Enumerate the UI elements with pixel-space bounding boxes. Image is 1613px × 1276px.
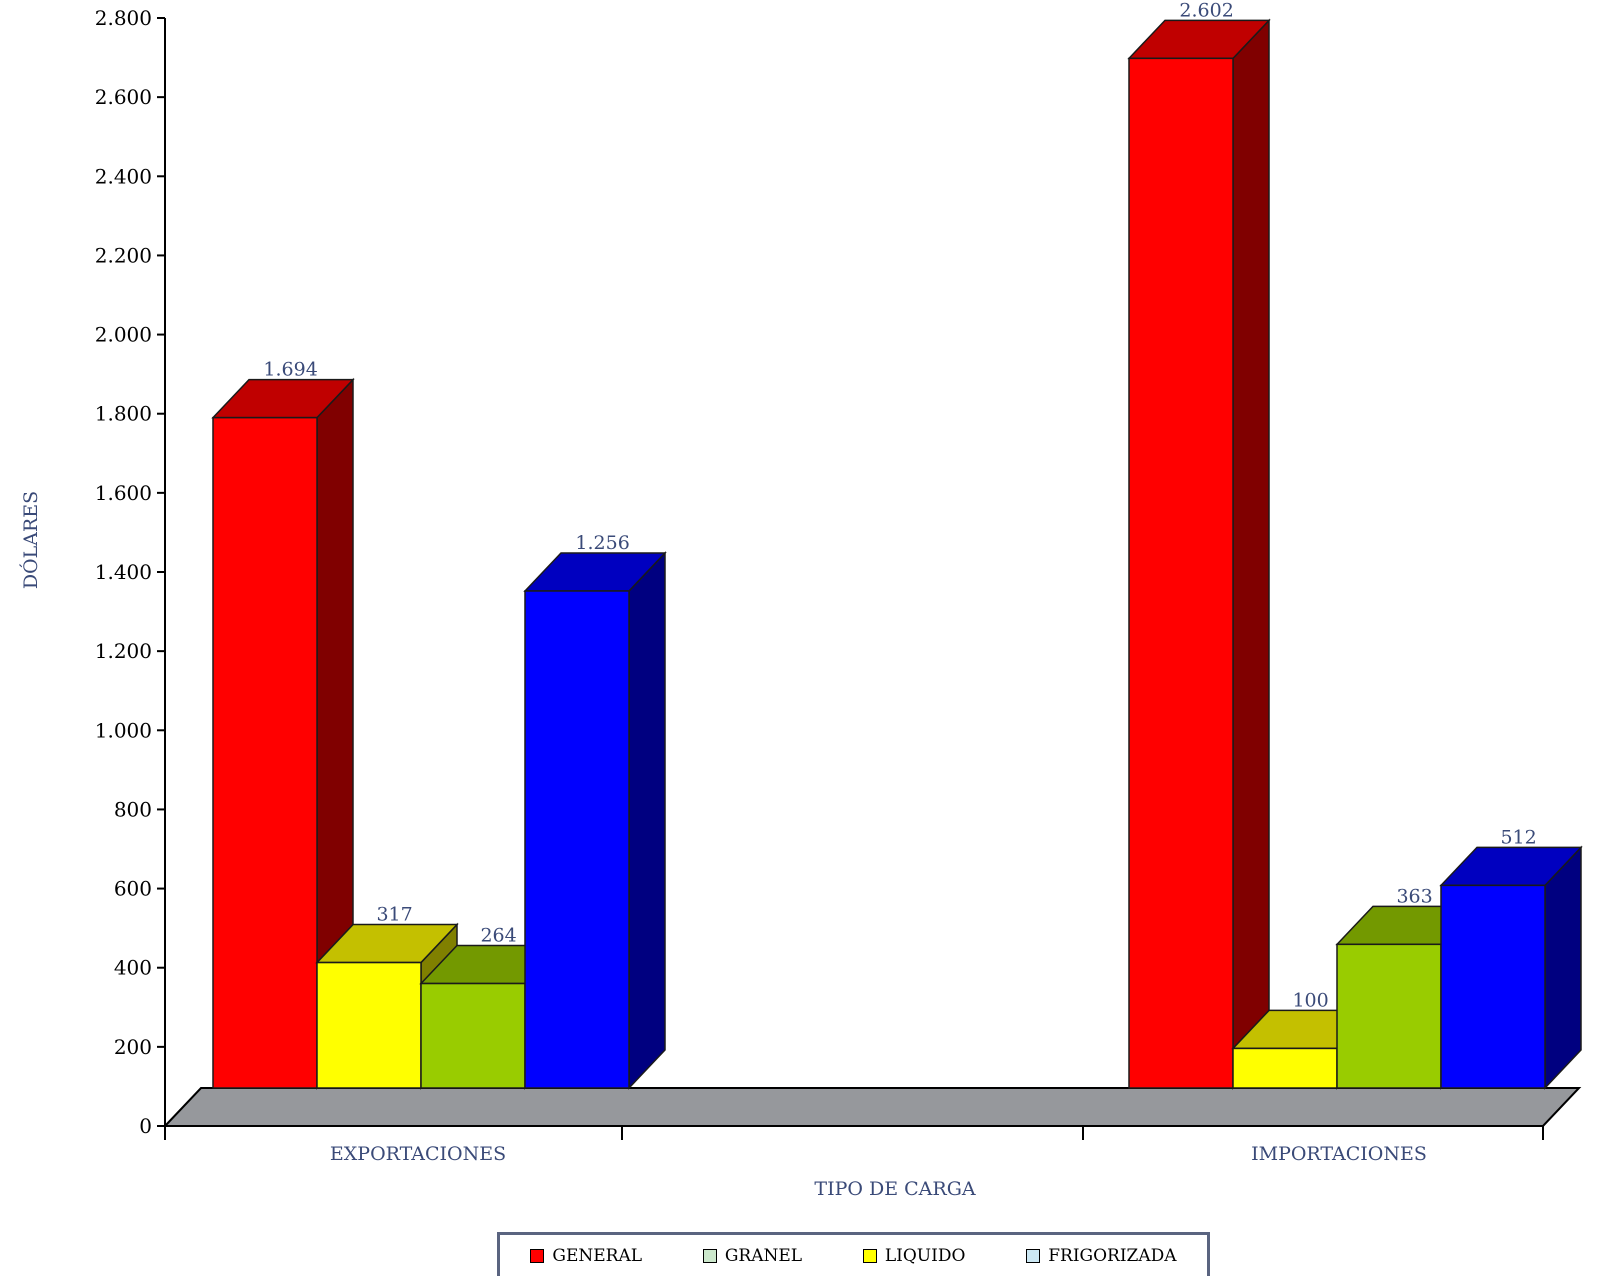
bar-front (316, 961, 422, 1089)
bar-front (1128, 57, 1234, 1089)
y-tick-label: 1.200 (95, 639, 152, 663)
legend-swatch (1026, 1248, 1041, 1263)
bar (1127, 18, 1271, 1090)
y-axis-title: DÓLARES (19, 491, 42, 589)
data-label: 1.256 (575, 532, 629, 554)
bar-front (1336, 943, 1442, 1089)
bar-front (212, 416, 318, 1089)
y-tick-label: 1.600 (95, 481, 152, 505)
legend-label: LIQUIDO (884, 1245, 966, 1266)
bar-side (1232, 18, 1270, 1090)
y-tick-label: 2.800 (95, 6, 152, 30)
y-tick-label: 2.600 (95, 85, 152, 109)
data-label: 363 (1396, 885, 1432, 907)
legend-label: GENERAL (552, 1245, 643, 1266)
bar-front (1440, 884, 1546, 1089)
data-label: 512 (1500, 826, 1536, 848)
bar-front (524, 590, 630, 1089)
bar-front (420, 982, 526, 1089)
chart-floor (162, 1087, 1582, 1127)
legend-item: GRANEL (702, 1245, 803, 1266)
bar-side (628, 551, 666, 1090)
y-tick-label: 600 (114, 877, 152, 901)
data-label: 317 (376, 904, 412, 926)
y-tick-label: 2.400 (95, 164, 152, 188)
bar (1439, 845, 1583, 1090)
y-tick-label: 2.200 (95, 243, 152, 267)
legend-label: FRIGORIZADA (1048, 1245, 1177, 1266)
legend-label: GRANEL (724, 1245, 803, 1266)
y-tick-label: 400 (114, 956, 152, 980)
legend-item: LIQUIDO (862, 1245, 966, 1266)
legend-swatch (862, 1248, 877, 1263)
legend: GENERAL GRANEL LIQUIDO FRIGORIZADA (497, 1232, 1210, 1276)
legend-swatch (702, 1248, 717, 1263)
bar-front (1232, 1047, 1338, 1089)
bar-side (1544, 845, 1582, 1090)
y-tick-label: 1.400 (95, 560, 152, 584)
y-tick-label: 200 (114, 1035, 152, 1059)
y-tick-label: 800 (114, 797, 152, 821)
legend-item: GENERAL (530, 1246, 642, 1266)
data-label: 2.602 (1179, 0, 1233, 21)
data-label: 100 (1292, 989, 1328, 1011)
x-tick-label: IMPORTACIONES (1251, 1143, 1427, 1165)
y-tick-label: 1.800 (95, 402, 152, 426)
y-tick-label: 1.000 (95, 718, 152, 742)
legend-swatch (530, 1248, 545, 1263)
bar (211, 377, 355, 1090)
y-tick-label: 2.000 (95, 323, 152, 347)
data-label: 1.694 (263, 359, 317, 381)
x-tick-label: EXPORTACIONES (330, 1143, 506, 1165)
legend-item: FRIGORIZADA (1026, 1245, 1177, 1266)
x-axis-title: TIPO DE CARGA (814, 1178, 975, 1200)
bar (523, 551, 667, 1090)
data-label: 264 (480, 925, 516, 947)
chart: 0 200 400 600 800 1.000 1.200 1.400 1.600 1.800 2.… (19, 0, 1583, 1200)
y-tick-label: 0 (139, 1114, 152, 1138)
